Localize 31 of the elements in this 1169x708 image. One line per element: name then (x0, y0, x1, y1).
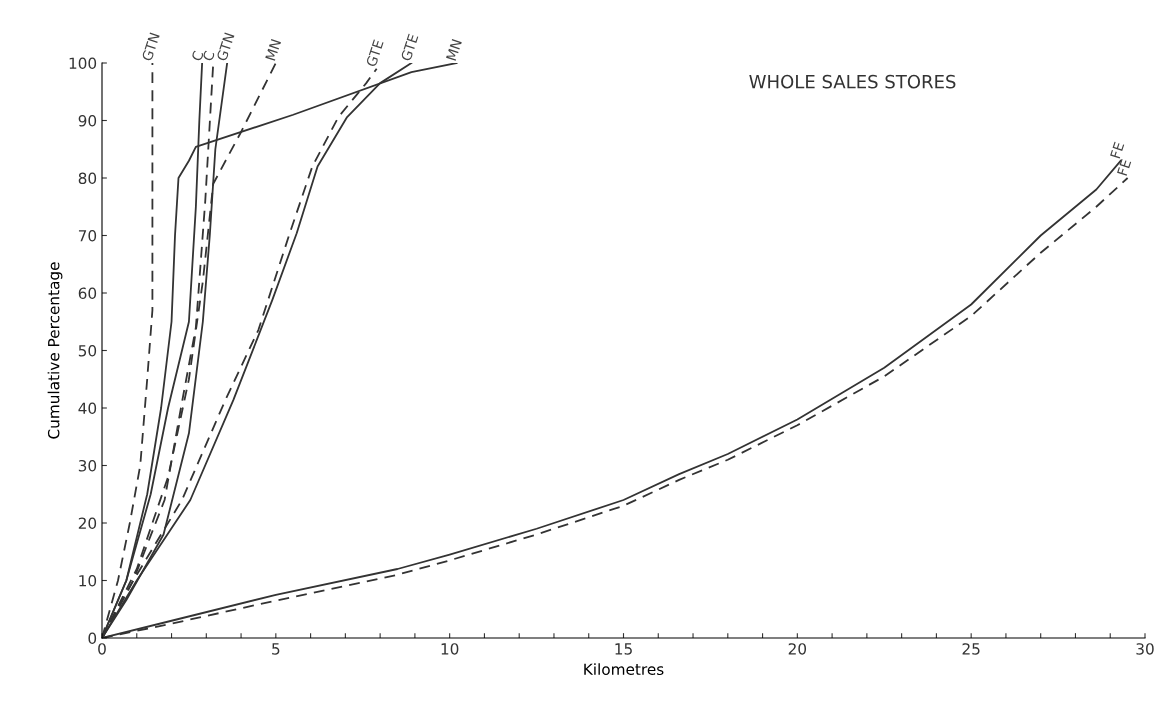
text: C (202, 50, 215, 62)
y-tick-label: 40 (78, 402, 97, 415)
y-tick-label: 90 (78, 114, 97, 127)
x-tick-label: 15 (615, 643, 632, 655)
text: MN (446, 39, 462, 61)
y-tick-label: 80 (78, 172, 97, 185)
y-tick-label: 50 (78, 344, 97, 357)
text: GTE (365, 39, 384, 68)
text: MN (265, 39, 281, 61)
y-tick-label: 10 (79, 574, 97, 587)
x-axis-title: Kilometres (584, 663, 664, 676)
text: GTN (216, 32, 235, 62)
x-tick-label: 20 (788, 643, 807, 655)
annotation: WHOLE SALES STORES (749, 74, 956, 89)
y-axis-title: Cumulative Percentage (47, 262, 63, 439)
x-tick-label: 10 (441, 643, 459, 655)
text: FE (1117, 158, 1132, 176)
x-tick-label: 30 (1136, 643, 1154, 655)
y-tick-label: 30 (78, 459, 97, 472)
text: FE (1110, 141, 1125, 159)
text: GTE (400, 33, 419, 62)
y-tick-label: 0 (88, 632, 97, 645)
x-tick-label: 0 (98, 643, 106, 655)
text: GTN (141, 32, 160, 62)
y-tick-label: 70 (78, 229, 97, 242)
y-tick-label: 60 (78, 287, 97, 300)
text: C (191, 50, 204, 62)
y-tick-label: 100 (69, 57, 97, 70)
x-tick-label: 5 (272, 643, 280, 655)
x-tick-label: 25 (962, 643, 980, 655)
y-tick-label: 20 (78, 517, 97, 530)
